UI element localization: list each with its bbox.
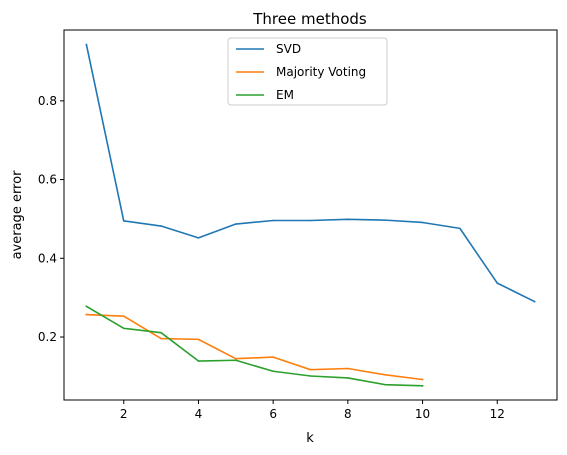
data-point — [309, 219, 312, 222]
data-point — [421, 378, 424, 381]
data-point — [384, 374, 386, 376]
data-point — [85, 43, 88, 46]
legend-label: SVD — [276, 42, 301, 56]
data-point — [235, 359, 237, 362]
y-tick-label: 0.8 — [38, 94, 57, 108]
data-point — [197, 237, 200, 239]
legend-box — [227, 37, 388, 106]
data-point — [347, 367, 349, 370]
data-point — [197, 360, 200, 362]
data-point — [347, 218, 349, 221]
legend: SVD Majority Voting EM — [227, 37, 388, 106]
data-point — [85, 305, 88, 308]
data-point — [309, 375, 312, 377]
data-point — [272, 370, 274, 373]
data-point — [197, 338, 200, 341]
data-point — [496, 282, 499, 284]
y-axis: 0.2 0.4 0.6 0.8 — [38, 94, 64, 344]
y-tick-label: 0.6 — [38, 173, 57, 187]
x-tick-label: 12 — [490, 407, 505, 421]
data-point — [272, 356, 274, 358]
data-point — [160, 331, 162, 334]
data-point — [384, 383, 386, 386]
data-point — [85, 313, 88, 316]
data-point — [160, 337, 162, 340]
data-point — [122, 315, 125, 317]
data-point — [309, 368, 312, 371]
x-axis: 2 4 6 8 10 12 — [120, 400, 505, 421]
data-point — [421, 221, 424, 224]
chart-title: Three methods — [252, 10, 367, 28]
y-tick-label: 0.2 — [38, 330, 57, 344]
x-tick-label: 10 — [415, 407, 430, 421]
data-point — [122, 327, 125, 330]
data-point — [160, 225, 162, 227]
data-point — [384, 219, 386, 221]
x-tick-label: 2 — [120, 407, 128, 421]
data-point — [272, 219, 274, 222]
legend-label: EM — [276, 88, 294, 102]
legend-label: Majority Voting — [276, 65, 366, 79]
x-axis-title: k — [306, 431, 314, 446]
data-point — [235, 223, 237, 225]
series-line-em — [85, 305, 424, 387]
x-tick-label: 8 — [344, 407, 352, 421]
x-tick-label: 6 — [269, 407, 277, 421]
data-point — [459, 227, 461, 230]
data-point — [235, 357, 237, 360]
series-layer — [85, 43, 536, 387]
series-line-majority-voting — [85, 313, 424, 381]
data-point — [122, 220, 125, 222]
x-tick-label: 4 — [195, 407, 203, 421]
data-point — [421, 385, 424, 387]
data-point — [347, 377, 349, 379]
data-point — [533, 300, 536, 303]
y-axis-title: average error — [10, 170, 25, 259]
y-tick-label: 0.4 — [38, 251, 57, 265]
